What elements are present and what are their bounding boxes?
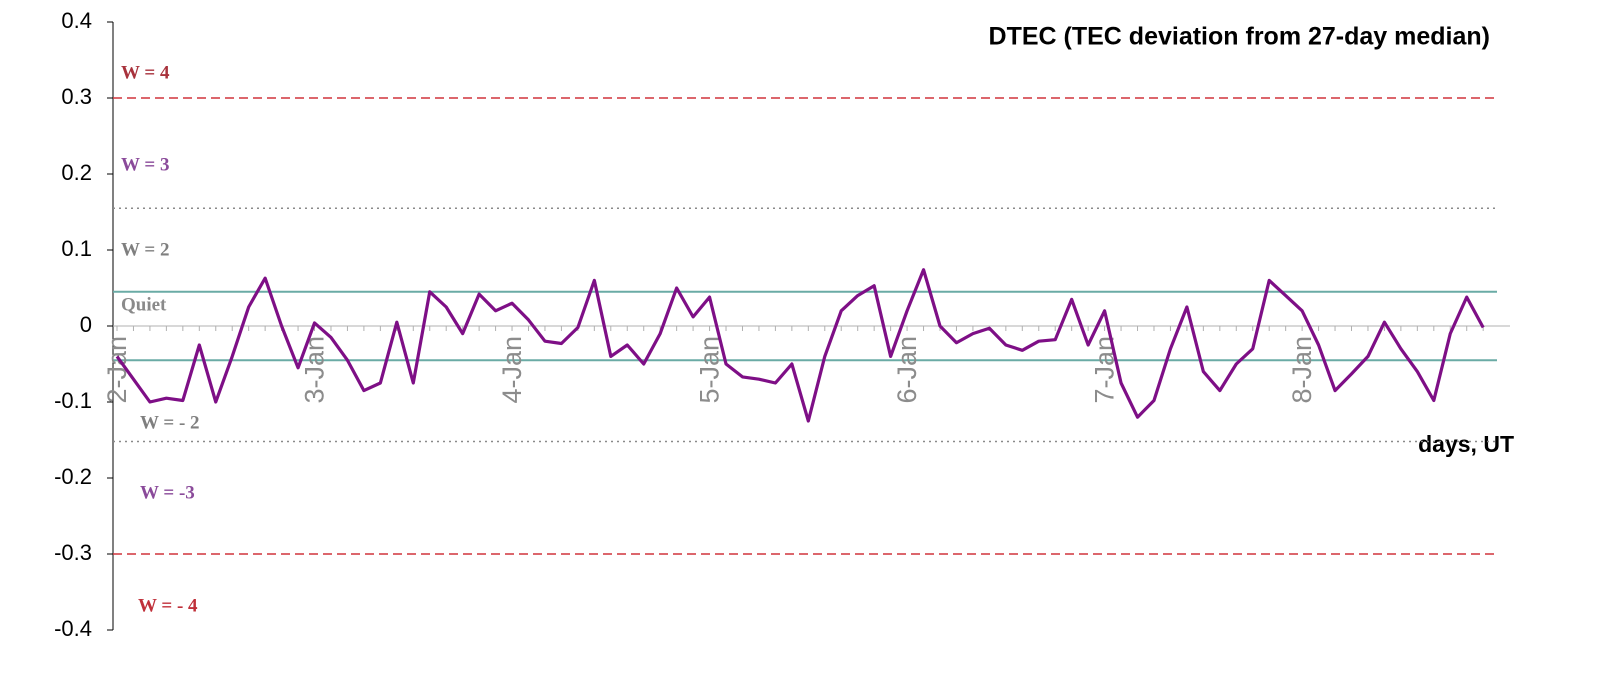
x-tick-label: 8-Jan	[1287, 336, 1317, 404]
annotation: W = 3	[121, 154, 169, 175]
y-tick-label: 0.4	[61, 8, 92, 33]
y-tick-label: 0.1	[61, 236, 92, 261]
annotation: W = 4	[121, 62, 170, 83]
x-axis-label: days, UT	[1418, 431, 1514, 457]
x-tick-label: 7-Jan	[1090, 336, 1120, 404]
y-tick-label: -0.2	[54, 464, 92, 489]
y-tick-label: -0.4	[54, 616, 92, 641]
x-tick-label: 5-Jan	[695, 336, 725, 404]
y-tick-label: -0.3	[54, 540, 92, 565]
y-tick-label: 0.2	[61, 160, 92, 185]
annotation: W = -3	[140, 482, 195, 503]
x-tick-label: 4-Jan	[497, 336, 527, 404]
annotation: W = - 2	[140, 412, 200, 433]
annotation: W = 2	[121, 239, 169, 260]
data-line	[115, 268, 1485, 423]
y-tick-label: 0.3	[61, 84, 92, 109]
y-tick-label: 0	[80, 312, 92, 337]
chart-title: DTEC (TEC deviation from 27-day median)	[989, 23, 1490, 51]
annotation: Quiet	[121, 294, 167, 315]
x-tick-label: 6-Jan	[892, 336, 922, 404]
y-tick-label: -0.1	[54, 388, 92, 413]
annotation: W = - 4	[138, 595, 198, 616]
x-tick-label: 3-Jan	[300, 336, 330, 404]
